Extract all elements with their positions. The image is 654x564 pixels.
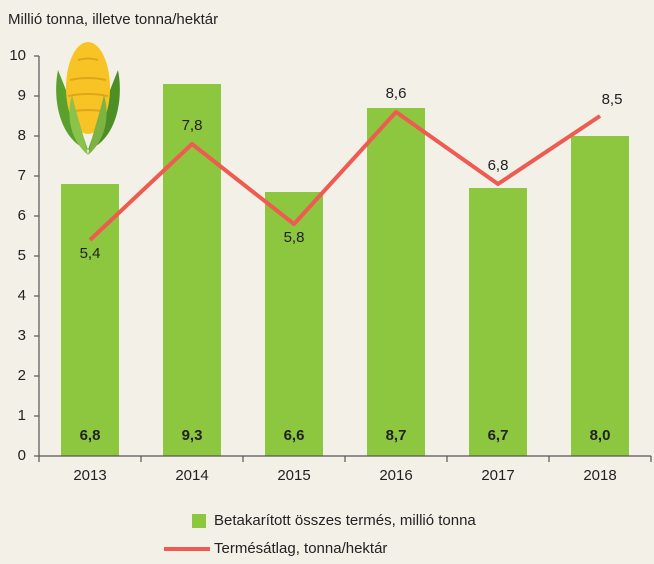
x-tick-label: 2018	[583, 467, 616, 484]
y-tick-label: 6	[18, 207, 26, 224]
bar	[163, 84, 221, 456]
y-tick-label: 8	[18, 127, 26, 144]
bar-value-label: 8,0	[590, 427, 611, 444]
bar	[571, 136, 629, 456]
bar	[469, 188, 527, 456]
y-tick-label: 7	[18, 167, 26, 184]
corn-icon	[56, 42, 120, 155]
y-tick-label: 2	[18, 367, 26, 384]
bar-value-label: 6,6	[284, 427, 305, 444]
y-tick-label: 4	[18, 287, 26, 304]
y-tick-label: 10	[9, 47, 26, 64]
y-tick-label: 0	[18, 447, 26, 464]
bar	[265, 192, 323, 456]
x-tick-label: 2013	[73, 467, 106, 484]
legend-label: Betakarított összes termés, millió tonna	[214, 512, 476, 529]
legend-swatch	[192, 514, 206, 528]
line-value-label: 6,8	[488, 157, 509, 174]
y-tick-label: 1	[18, 407, 26, 424]
x-tick-label: 2015	[277, 467, 310, 484]
bar-value-label: 9,3	[182, 427, 203, 444]
line-value-label: 7,8	[182, 117, 203, 134]
y-tick-label: 9	[18, 87, 26, 104]
bar	[367, 108, 425, 456]
line-value-label: 5,8	[284, 229, 305, 246]
line-value-label: 8,6	[386, 85, 407, 102]
legend-label: Termésátlag, tonna/hektár	[214, 540, 387, 557]
line-value-label: 8,5	[602, 91, 623, 108]
x-tick-label: 2016	[379, 467, 412, 484]
y-tick-label: 5	[18, 247, 26, 264]
bar-value-label: 6,8	[80, 427, 101, 444]
bar-value-label: 8,7	[386, 427, 407, 444]
chart-title: Millió tonna, illetve tonna/hektár	[8, 11, 218, 28]
line	[88, 110, 602, 242]
y-tick-label: 3	[18, 327, 26, 344]
x-tick-label: 2017	[481, 467, 514, 484]
line-value-label: 5,4	[80, 245, 101, 262]
x-tick-label: 2014	[175, 467, 208, 484]
bar	[61, 184, 119, 456]
bar-value-label: 6,7	[488, 427, 509, 444]
